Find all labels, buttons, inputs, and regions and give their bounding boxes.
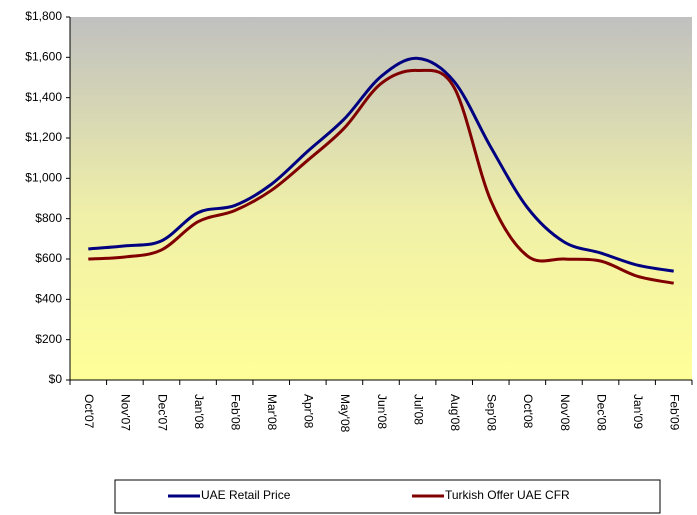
x-tick-label: Aug'08 (448, 394, 462, 431)
x-tick-label: Feb'09 (668, 394, 682, 431)
x-tick-label: Nov'08 (558, 394, 572, 431)
legend (114, 479, 661, 514)
y-tick-label: $800 (35, 211, 62, 225)
y-tick-label: $400 (35, 292, 62, 306)
x-tick-label: May'08 (338, 394, 352, 433)
y-tick-label: $1,800 (25, 9, 62, 23)
y-tick-label: $1,200 (25, 130, 62, 144)
x-tick-label: Oct'07 (82, 394, 96, 429)
x-tick-label: Dec'08 (594, 394, 608, 431)
x-tick-label: Sep'08 (485, 394, 499, 431)
plot-area (70, 17, 692, 380)
x-tick-label: Mar'08 (265, 394, 279, 431)
x-tick-label: Apr'08 (302, 394, 316, 429)
legend-label: Turkish Offer UAE CFR (445, 488, 570, 502)
x-tick-label: Jun'08 (375, 394, 389, 429)
series-line (88, 68, 674, 285)
y-tick-label: $1,600 (25, 50, 62, 64)
y-tick-label: $1,000 (25, 171, 62, 185)
legend-label: UAE Retail Price (201, 488, 291, 502)
x-tick-label: Dec'07 (155, 394, 169, 431)
x-tick-label: Feb'08 (228, 394, 242, 431)
y-tick-label: $200 (35, 332, 62, 346)
y-tick-label: $1,400 (25, 90, 62, 104)
x-tick-label: Jul'08 (411, 394, 425, 425)
x-tick-label: Oct'08 (521, 394, 535, 429)
y-tick-label: $600 (35, 251, 62, 265)
x-tick-label: Jan'09 (631, 394, 645, 429)
x-tick-label: Nov'07 (119, 394, 133, 431)
series-line (88, 56, 674, 273)
x-tick-label: Jan'08 (192, 394, 206, 429)
y-tick-label: $0 (49, 372, 63, 386)
